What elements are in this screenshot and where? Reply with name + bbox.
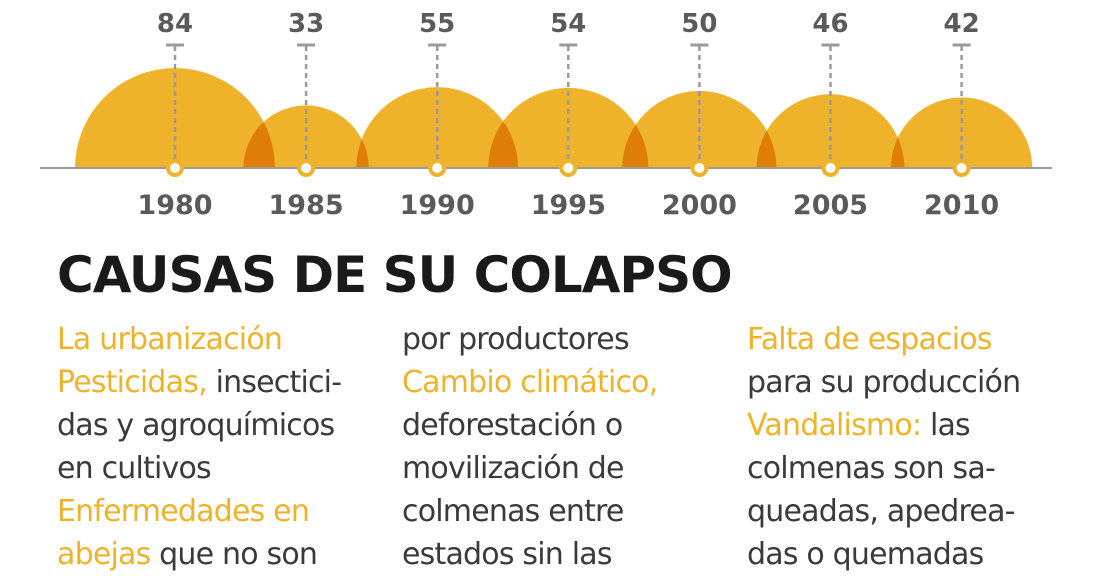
text-line: deforestación o (402, 404, 732, 447)
x-tick-label: 1985 (269, 190, 344, 221)
text-line: das y agroquímicos (57, 404, 387, 447)
text-line: Cambio climático, (402, 361, 732, 404)
cause-name: La urbanización (57, 322, 283, 357)
value-label: 42 (944, 9, 980, 39)
cause-text: movilización de (402, 451, 625, 486)
text-line: movilización de (402, 447, 732, 490)
point (821, 159, 840, 177)
value-label: 54 (550, 9, 586, 39)
point (166, 159, 184, 177)
cause-text: das y agroquímicos (57, 408, 335, 443)
cause-column: Falta de espacios para su producción Vanda… (747, 318, 1077, 576)
text-line: Enfermedades en (57, 490, 387, 533)
x-tick-label: 1995 (531, 190, 606, 221)
text-line: para su producción (747, 361, 1077, 404)
point (690, 159, 709, 177)
x-tick-label: 1980 (137, 190, 212, 221)
point (297, 159, 316, 177)
cause-text: deforestación o (402, 408, 623, 443)
text-line: das o quemadas (747, 533, 1077, 576)
page: 84 1980 33 1985 55 1990 54 1995 50 2000 46 2005 42 20… (40, 9, 1052, 572)
text-line: estados sin las (402, 533, 732, 576)
semicircle (890, 97, 1033, 168)
cause-name: Enfermedades en (57, 494, 310, 529)
x-tick-label: 1990 (400, 190, 475, 221)
cause-name: abejas (57, 537, 151, 572)
cause-name: Pesticidas, (57, 365, 208, 400)
cause-name: Vandalismo: (747, 408, 922, 443)
value-label: 84 (157, 9, 193, 39)
text-line: Falta de espacios (747, 318, 1077, 361)
x-tick-label: 2005 (793, 190, 868, 221)
cause-column: La urbanización Pesticidas, insectici-das… (57, 318, 387, 576)
text-line: colmenas entre (402, 490, 732, 533)
text-line: abejas que no son (57, 533, 387, 576)
cause-text: en cultivos (57, 451, 212, 486)
x-tick-label: 2010 (924, 190, 999, 221)
value-label: 33 (288, 9, 324, 39)
point (559, 159, 578, 177)
chart: 84 1980 33 1985 55 1990 54 1995 50 2000 46 2005 42 20… (40, 9, 1052, 221)
cause-text: que no son (150, 537, 318, 572)
cause-text: estados sin las (402, 537, 612, 572)
cause-text: por productores (402, 322, 630, 357)
text-line: Pesticidas, insectici- (57, 361, 387, 404)
text-line: Vandalismo: las (747, 404, 1077, 447)
x-tick-label: 2000 (662, 190, 737, 221)
text-line: en cultivos (57, 447, 387, 490)
cause-text: das o quemadas (747, 537, 984, 572)
value-label: 50 (681, 9, 717, 39)
text-line: por productores (402, 318, 732, 361)
cause-text: insectici- (206, 365, 342, 400)
section-title: CAUSAS DE SU COLAPSO (57, 246, 733, 304)
cause-column: por productores Cambio climático, deforest… (402, 318, 732, 576)
value-label: 46 (812, 9, 848, 39)
cause-text: colmenas son sa- (747, 451, 996, 486)
text-line: colmenas son sa- (747, 447, 1077, 490)
point (952, 159, 971, 177)
text-line: queadas, apedrea- (747, 490, 1077, 533)
cause-name: Falta de espacios (747, 322, 992, 357)
text-line: La urbanización (57, 318, 387, 361)
cause-text: queadas, apedrea- (747, 494, 1016, 529)
point (428, 159, 447, 177)
cause-text: colmenas entre (402, 494, 624, 529)
value-label: 55 (419, 9, 455, 39)
cause-text: para su producción (747, 365, 1021, 400)
cause-name: Cambio climático, (402, 365, 658, 400)
cause-text: las (921, 408, 971, 443)
